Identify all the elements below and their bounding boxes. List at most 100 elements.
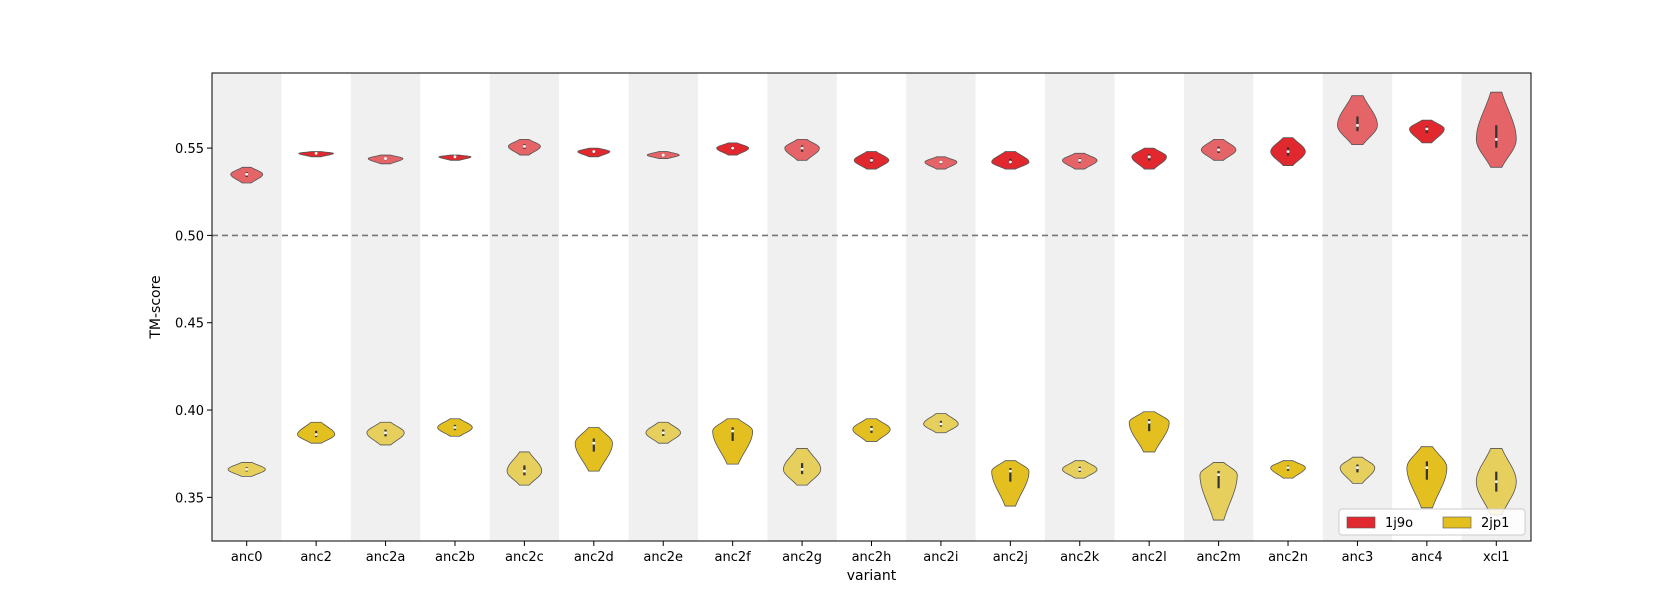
violin-2jp1-anc0 bbox=[227, 462, 266, 477]
violin-2jp1-anc2 bbox=[297, 421, 336, 444]
violin-median bbox=[592, 150, 596, 153]
x-axis: anc0 anc2 anc2a anc2b anc2c anc2d anc2e anc2f an… bbox=[231, 541, 1510, 565]
x-tick-label: anc2b bbox=[435, 550, 475, 565]
x-axis-label: variant bbox=[847, 568, 897, 584]
x-tick-label: anc2h bbox=[852, 550, 892, 565]
violin-median bbox=[1217, 473, 1221, 477]
violin-body bbox=[712, 418, 754, 465]
violin-median bbox=[1356, 466, 1359, 470]
x-tick-label: anc2f bbox=[715, 550, 752, 565]
violin-median bbox=[384, 431, 387, 435]
violin-median bbox=[453, 155, 457, 159]
violin-1j9o-anc2 bbox=[298, 151, 334, 158]
legend: 1j9o 2jp1 bbox=[1338, 508, 1526, 536]
y-tick-label: 0.45 bbox=[175, 317, 204, 332]
violin-median bbox=[1425, 466, 1429, 470]
x-tick-label: anc2j bbox=[993, 550, 1028, 565]
violin-median bbox=[592, 441, 596, 445]
violin-2jp1-anc2j bbox=[991, 460, 1030, 507]
x-tick-label: anc2l bbox=[1132, 550, 1167, 565]
violin-2jp1-anc2e bbox=[645, 421, 681, 444]
violin-median bbox=[1078, 158, 1082, 162]
x-tick-label: anc4 bbox=[1411, 550, 1443, 565]
violin-median bbox=[800, 468, 804, 471]
violin-1j9o-anc2h bbox=[853, 151, 890, 170]
violin-median bbox=[870, 158, 873, 162]
violin-2jp1-anc2i bbox=[923, 413, 959, 434]
violin-median bbox=[939, 422, 943, 426]
violin-median bbox=[661, 153, 665, 157]
violins bbox=[227, 91, 1517, 521]
violin-2jp1-anc2k bbox=[1062, 460, 1098, 479]
violin-median bbox=[1008, 160, 1012, 164]
violin-2jp1-anc2l bbox=[1128, 411, 1170, 453]
violin-median bbox=[1147, 420, 1151, 424]
violin-1j9o-anc2a bbox=[367, 154, 404, 165]
x-tick-label: anc0 bbox=[231, 550, 263, 565]
violin-2jp1-anc2n bbox=[1270, 460, 1306, 479]
x-tick-label: anc2n bbox=[1268, 550, 1308, 565]
violin-median bbox=[245, 468, 249, 471]
violin-median bbox=[1217, 148, 1221, 152]
x-tick-label: anc3 bbox=[1342, 550, 1374, 565]
x-tick-label: anc2i bbox=[923, 550, 958, 565]
violin-median bbox=[1494, 137, 1498, 141]
violin-median bbox=[731, 429, 735, 433]
y-tick-label: 0.35 bbox=[175, 491, 204, 506]
violin-median bbox=[245, 172, 249, 176]
legend-label-1j9o: 1j9o bbox=[1385, 516, 1413, 531]
x-tick-label: anc2e bbox=[643, 550, 683, 565]
violin-1j9o-xcl1 bbox=[1475, 91, 1517, 168]
violin-median bbox=[1356, 123, 1359, 127]
x-tick-label: anc2k bbox=[1060, 550, 1100, 565]
x-tick-label: anc2a bbox=[366, 550, 406, 565]
violin-median bbox=[1286, 466, 1290, 470]
violin-2jp1-anc2a bbox=[366, 421, 405, 446]
x-tick-label: anc2c bbox=[505, 550, 544, 565]
violin-median bbox=[1008, 469, 1012, 473]
violin-1j9o-anc2b bbox=[438, 154, 472, 161]
band-anc2e bbox=[628, 73, 698, 541]
violin-median bbox=[522, 144, 526, 148]
violin-2jp1-anc2c bbox=[506, 451, 543, 486]
violin-median bbox=[800, 146, 804, 150]
violin-2jp1-anc2f bbox=[712, 418, 754, 465]
violin-2jp1-anc3 bbox=[1339, 456, 1376, 484]
violin-1j9o-anc2i bbox=[924, 156, 958, 170]
x-tick-label: anc2m bbox=[1196, 550, 1240, 565]
violin-median bbox=[314, 151, 318, 155]
violin-median bbox=[384, 157, 387, 160]
violin-1j9o-anc2d bbox=[577, 147, 611, 158]
violin-1j9o-anc2m bbox=[1200, 138, 1237, 161]
violin-median bbox=[939, 160, 943, 164]
y-tick-label: 0.40 bbox=[175, 404, 204, 419]
legend-box bbox=[1338, 508, 1526, 536]
violin-body bbox=[1128, 411, 1170, 453]
violin-median bbox=[453, 426, 457, 429]
band-anc2i bbox=[906, 73, 976, 541]
violin-median bbox=[731, 146, 735, 150]
violin-1j9o-anc2e bbox=[646, 151, 680, 159]
legend-swatch-1j9o bbox=[1346, 516, 1376, 529]
violin-median bbox=[314, 433, 318, 436]
violin-1j9o-anc4 bbox=[1409, 119, 1445, 144]
violin-body bbox=[991, 460, 1030, 507]
x-tick-label: xcl1 bbox=[1483, 550, 1510, 565]
violin-1j9o-anc2j bbox=[991, 151, 1030, 170]
violin-2jp1-anc2b bbox=[437, 418, 473, 437]
band-anc2a bbox=[350, 73, 421, 541]
violin-1j9o-anc2l bbox=[1131, 147, 1167, 170]
violin-median bbox=[1147, 155, 1151, 159]
x-tick-label: anc2d bbox=[574, 550, 614, 565]
violin-median bbox=[522, 469, 526, 473]
violin-1j9o-anc2k bbox=[1062, 152, 1098, 170]
y-axis-label: TM-score bbox=[148, 275, 164, 339]
violin-2jp1-anc4 bbox=[1406, 446, 1448, 509]
violin-2jp1-anc2h bbox=[852, 418, 891, 442]
violin-1j9o-anc2c bbox=[508, 138, 541, 156]
y-tick-label: 0.50 bbox=[175, 229, 204, 244]
violin-1j9o-anc2n bbox=[1270, 137, 1306, 166]
violin-median bbox=[1425, 127, 1429, 131]
background-bands bbox=[212, 73, 1531, 541]
